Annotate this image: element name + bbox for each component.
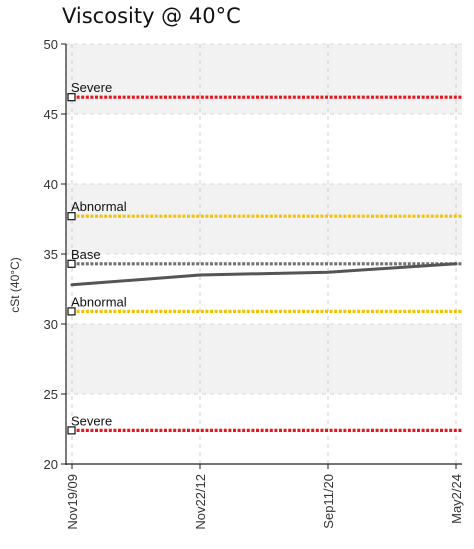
x-tick-label: May2/24 [449, 474, 464, 524]
series-line [70, 262, 458, 287]
reference-marker [67, 212, 76, 221]
reference-lines: Severe Abnormal Base Abnormal Severe [67, 80, 462, 435]
y-tick-label: 50 [44, 37, 58, 52]
x-tick-label: Sep11/20 [321, 474, 336, 529]
data-series [70, 262, 458, 287]
reference-label: Abnormal [71, 294, 127, 309]
y-axis-title: cSt (40°C) [8, 257, 22, 312]
plot-band [66, 184, 462, 254]
y-tick-label: 45 [44, 107, 58, 122]
plot-band [66, 324, 462, 394]
y-tick-label: 20 [44, 457, 58, 472]
reference-marker [67, 307, 76, 316]
chart-title: Viscosity @ 40°C [62, 4, 241, 28]
reference-marker [67, 426, 76, 435]
y-tick-label: 30 [44, 317, 58, 332]
y-tick-label: 25 [44, 387, 58, 402]
reference-marker [67, 93, 76, 102]
reference-marker [67, 259, 76, 268]
reference-label: Abnormal [71, 199, 127, 214]
y-tick-label: 35 [44, 247, 58, 262]
tick-labels: 20 25 30 35 40 45 50 Nov19/09 Nov22/12 Sep11/20 Ma… [44, 37, 464, 530]
x-tick-label: Nov19/09 [65, 474, 80, 530]
plot-band [66, 114, 462, 184]
reference-label: Base [71, 247, 101, 262]
axes [61, 43, 462, 469]
y-tick-label: 40 [44, 177, 58, 192]
plot-bands [66, 44, 462, 464]
x-tick-label: Nov22/12 [193, 474, 208, 530]
reference-label: Severe [71, 80, 112, 95]
reference-label: Severe [71, 413, 112, 428]
plot-band [66, 44, 462, 114]
